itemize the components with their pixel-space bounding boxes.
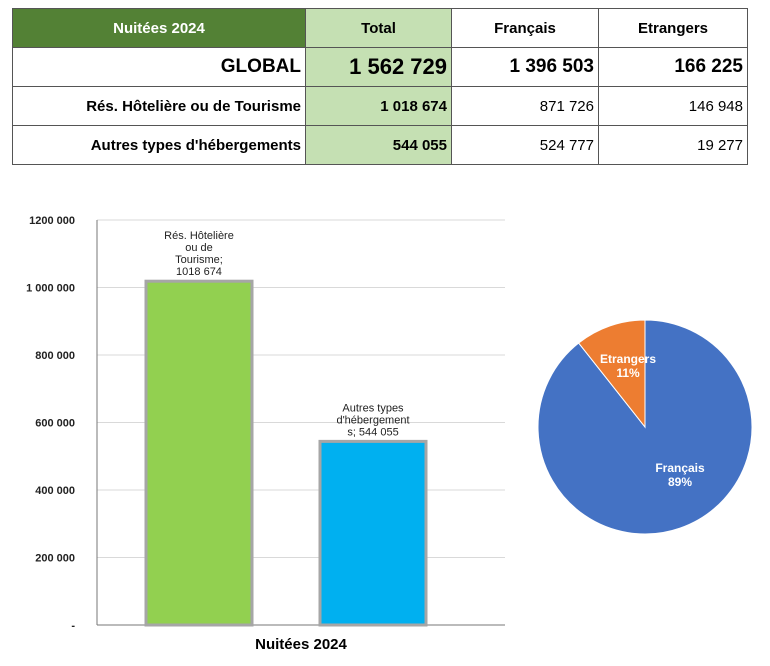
table-corner-title: Nuitées 2024 bbox=[12, 8, 306, 48]
bar-data-label: 1018 674 bbox=[176, 266, 222, 278]
y-tick-label: 800 000 bbox=[35, 350, 75, 362]
pie-slice-label: Etrangers bbox=[600, 352, 656, 366]
pie-slice-percent: 89% bbox=[668, 475, 692, 489]
y-tick-label: 1 000 000 bbox=[26, 283, 75, 295]
table-row: Autres types d'hébergements 544 055 524 … bbox=[12, 125, 748, 165]
y-tick-label: 400 000 bbox=[35, 485, 75, 497]
bar-data-label: Autres types bbox=[342, 402, 404, 414]
cell-etrangers: 19 277 bbox=[598, 125, 748, 165]
pie-slice-label: Français bbox=[655, 461, 705, 475]
bar-data-label: Rés. Hôtelière bbox=[164, 230, 234, 242]
bar bbox=[318, 439, 428, 627]
bar-data-label: s; 544 055 bbox=[347, 426, 398, 438]
cell-francais: 1 396 503 bbox=[451, 47, 599, 87]
cell-francais: 524 777 bbox=[451, 125, 599, 165]
row-label: GLOBAL bbox=[12, 47, 306, 87]
column-header-francais: Français bbox=[451, 8, 599, 48]
pie-slice-percent: 11% bbox=[616, 366, 640, 380]
table-header-row: Nuitées 2024 Total Français Etrangers bbox=[12, 8, 748, 48]
y-tick-label: 200 000 bbox=[35, 553, 75, 565]
y-tick-label: - bbox=[71, 620, 75, 632]
y-tick-label: 600 000 bbox=[35, 418, 75, 430]
table-row: Rés. Hôtelière ou de Tourisme 1 018 674 … bbox=[12, 86, 748, 126]
cell-francais: 871 726 bbox=[451, 86, 599, 126]
x-axis-title: Nuitées 2024 bbox=[255, 636, 347, 653]
cell-etrangers: 146 948 bbox=[598, 86, 748, 126]
bar bbox=[144, 279, 254, 627]
cell-total: 1 562 729 bbox=[305, 47, 452, 87]
row-label: Autres types d'hébergements bbox=[12, 125, 306, 165]
bar-data-label: ou de bbox=[185, 242, 213, 254]
cell-etrangers: 166 225 bbox=[598, 47, 748, 87]
summary-table: Nuitées 2024 Total Français Etrangers GL… bbox=[12, 8, 748, 165]
column-header-etrangers: Etrangers bbox=[598, 8, 748, 48]
y-tick-label: 1200 000 bbox=[29, 215, 75, 227]
bar-data-label: Tourisme; bbox=[175, 254, 223, 266]
bar-chart: - 200 000 400 000 600 000 800 000 1 000 000 12… bbox=[26, 215, 505, 653]
cell-total: 1 018 674 bbox=[305, 86, 452, 126]
pie-slice bbox=[577, 319, 646, 429]
row-label: Rés. Hôtelière ou de Tourisme bbox=[12, 86, 306, 126]
bar-data-label: d'hébergement bbox=[336, 414, 409, 426]
cell-total: 544 055 bbox=[305, 125, 452, 165]
column-header-total: Total bbox=[305, 8, 452, 48]
table-row: GLOBAL 1 562 729 1 396 503 166 225 bbox=[12, 47, 748, 87]
